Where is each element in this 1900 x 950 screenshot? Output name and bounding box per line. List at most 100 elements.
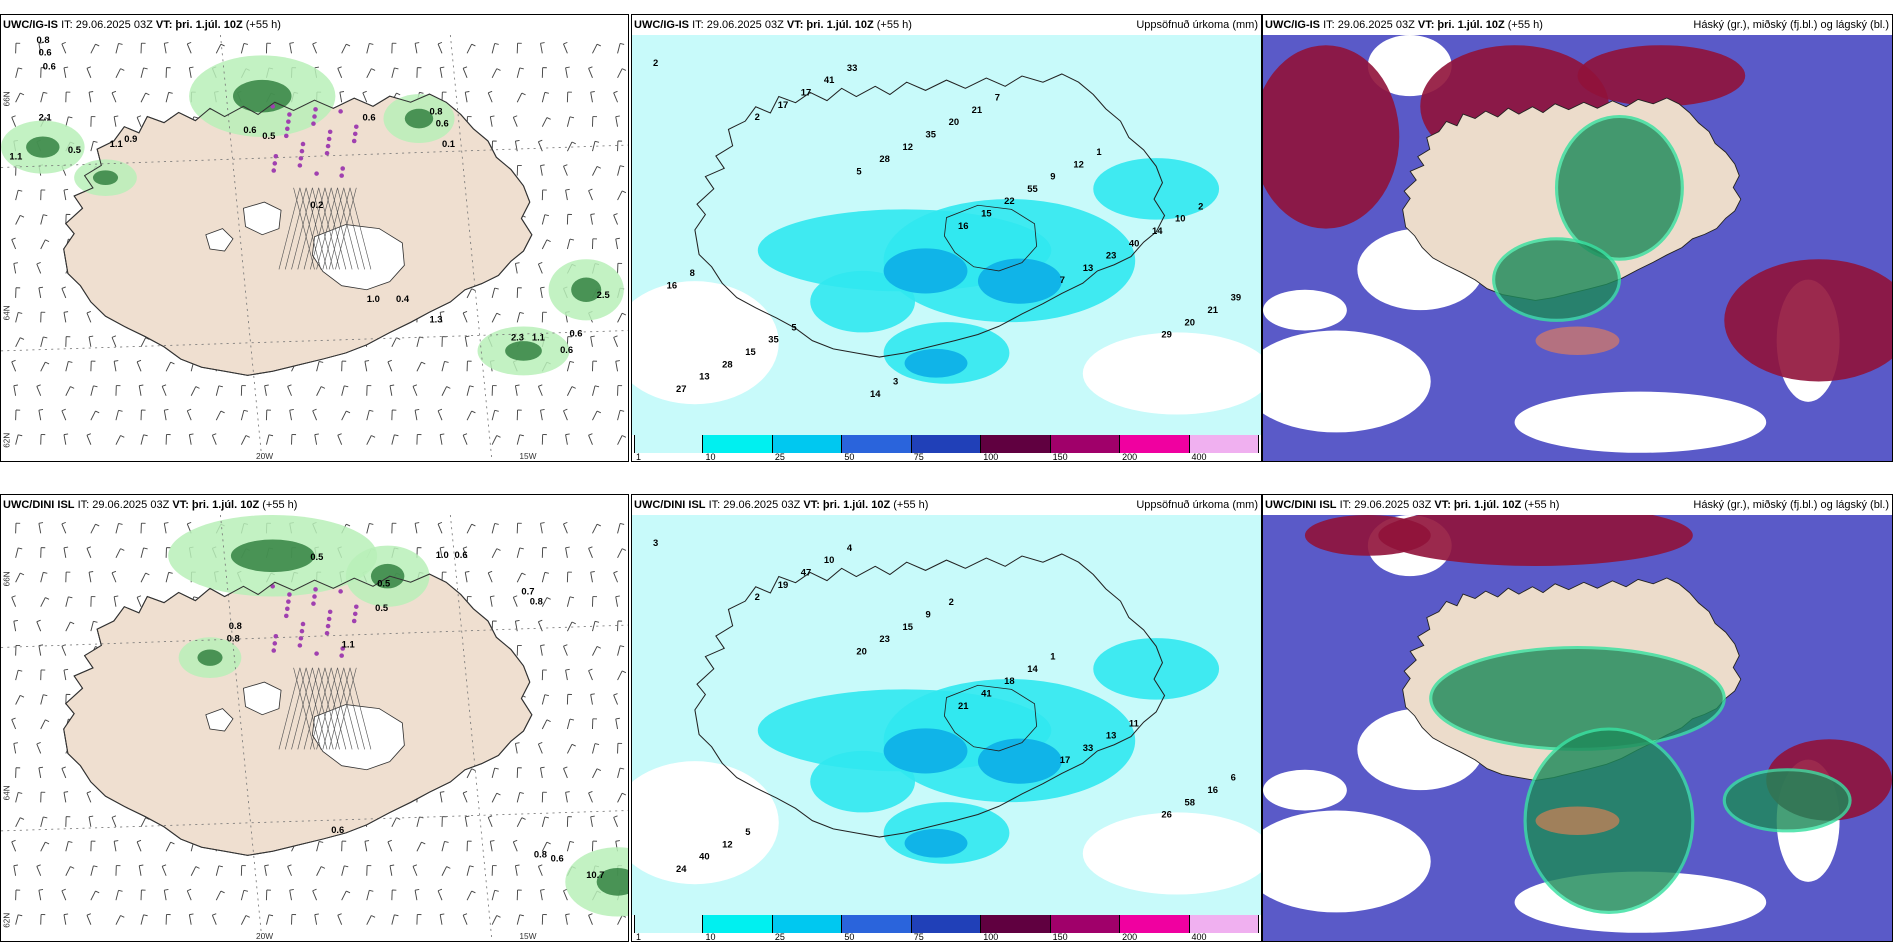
value-label: 14 xyxy=(870,389,881,399)
dry-area xyxy=(632,281,779,405)
value-label: 2 xyxy=(949,597,954,607)
product-title: Háský (gr.), miðský (fj.bl.) og lágský (… xyxy=(1693,499,1889,511)
colorbar-label: 200 xyxy=(1122,452,1138,462)
glacier xyxy=(205,708,234,732)
clear-sky xyxy=(1263,330,1431,433)
value-label: 13 xyxy=(1083,263,1094,273)
value-label: 0.5 xyxy=(375,603,388,613)
value-label: 35 xyxy=(926,130,937,140)
colorbar-swatch xyxy=(981,915,1051,933)
precip-25-50 xyxy=(883,248,968,294)
colorbar-swatch xyxy=(911,915,982,933)
map-area[interactable]: 3 2 20 21 17 26 24 19 23 41 33 58 40 47 15 18 13 16 12 10 9 1… xyxy=(632,515,1261,915)
colorbar-label: 50 xyxy=(844,452,855,462)
heavy-precip-core xyxy=(197,649,223,666)
dry-area xyxy=(1082,812,1261,895)
value-label: 35 xyxy=(768,335,779,345)
product-title: Háský (gr.), miðský (fj.bl.) og lágský (… xyxy=(1693,19,1889,31)
dry-area xyxy=(1082,332,1261,415)
value-label: 7 xyxy=(995,93,1000,103)
clear-sky xyxy=(1263,769,1347,811)
value-label: 0.8 xyxy=(429,107,442,117)
precip-10-25 xyxy=(1093,158,1220,220)
valid-time: þri. 1.júl. 10Z xyxy=(1437,19,1505,31)
map-area[interactable]: 0.5 1.0 0.6 0.5 0.5 1.1 0.8 0.8 0.7 0.8 0.6 0.8 10.7… xyxy=(1,515,628,941)
map-area[interactable] xyxy=(1263,515,1892,941)
value-label: 20 xyxy=(1184,317,1195,327)
map-panel-wind: UWC/DINI ISL IT: 29.06.2025 03Z VT: þri.… xyxy=(0,494,629,942)
value-label: 3 xyxy=(893,377,898,387)
svg-text:20W: 20W xyxy=(256,452,273,461)
colorbar-swatch xyxy=(772,915,843,933)
value-label: 3 xyxy=(653,538,658,548)
model-name: UWC/IG-IS xyxy=(1265,19,1320,31)
lead-time: (+55 h) xyxy=(245,19,281,31)
value-labels: 0.80.60.62.11.10.51.10.90.60.50.20.80.60… xyxy=(9,35,609,355)
value-label: 11 xyxy=(1129,718,1139,728)
colorbar-swatch xyxy=(842,435,912,453)
value-label: 28 xyxy=(879,154,890,164)
model-name: UWC/IG-IS xyxy=(634,19,689,31)
product-title: Uppsöfnuð úrkoma (mm) xyxy=(1136,19,1258,31)
heavy-precip-core xyxy=(571,277,602,302)
value-label: 1.0 xyxy=(436,550,449,560)
map-area[interactable]: 2 2 5 16 7 29 27 17 28 15 13 20 13 17 12 22 23 21 28 41 35 55… xyxy=(632,35,1261,435)
colorbar-label: 400 xyxy=(1191,452,1207,462)
colorbar-label: 10 xyxy=(705,452,716,462)
value-label: 29 xyxy=(1161,330,1172,340)
heavy-precip-core xyxy=(26,136,60,158)
value-labels: 3220211726241923413358404715181316121091… xyxy=(653,538,1236,874)
colorbar-swatch xyxy=(1050,915,1121,933)
high-cloud xyxy=(1577,45,1746,107)
dry-area xyxy=(632,761,779,885)
map-panel-precip: UWC/IG-IS IT: 29.06.2025 03Z VT: þri. 1.… xyxy=(631,14,1262,462)
colorbar-label: 200 xyxy=(1122,932,1138,942)
panel-header: UWC/DINI ISL IT: 29.06.2025 03Z VT: þri.… xyxy=(1,495,628,515)
value-label: 0.6 xyxy=(436,119,449,129)
colorbar-label: 25 xyxy=(774,452,785,462)
snow-markers xyxy=(270,584,359,658)
value-label: 0.8 xyxy=(229,621,242,631)
colorbar-label: 400 xyxy=(1191,932,1207,942)
value-label: 20 xyxy=(949,117,960,127)
value-label: 0.6 xyxy=(551,854,564,864)
value-label: 1.1 xyxy=(110,139,123,149)
colorbar-label: 10 xyxy=(705,932,716,942)
heavy-precip-core xyxy=(596,868,628,896)
glacier xyxy=(205,228,234,252)
map-area[interactable] xyxy=(1263,35,1892,461)
svg-text:20W: 20W xyxy=(256,932,273,941)
hatched-area xyxy=(278,667,372,750)
colorbar-label: 25 xyxy=(774,932,785,942)
model-name: UWC/DINI ISL xyxy=(634,499,706,511)
value-label: 40 xyxy=(1129,238,1140,248)
precip-25-50 xyxy=(977,738,1062,784)
value-label: 1.1 xyxy=(532,333,545,343)
mid-cloud xyxy=(1554,114,1684,261)
svg-text:15W: 15W xyxy=(519,452,536,461)
value-label: 1 xyxy=(1050,652,1055,662)
clear-sky xyxy=(1263,810,1431,913)
map-panel-wind: UWC/IG-IS IT: 29.06.2025 03Z VT: þri. 1.… xyxy=(0,14,629,462)
value-label: 21 xyxy=(1208,305,1219,315)
colorbar-swatch xyxy=(703,915,773,933)
colorbar-swatch xyxy=(703,435,773,453)
value-label: 9 xyxy=(926,610,931,620)
value-label: 16 xyxy=(1208,785,1219,795)
value-label: 2 xyxy=(653,58,658,68)
valid-label: VT: xyxy=(1434,499,1451,511)
value-label: 13 xyxy=(1106,731,1117,741)
value-label: 0.6 xyxy=(243,125,256,135)
precip-25-50 xyxy=(904,828,968,858)
panel-header: UWC/DINI ISL IT: 29.06.2025 03Z VT: þri.… xyxy=(1263,495,1892,515)
value-label: 10.7 xyxy=(586,870,604,880)
value-label: 1.1 xyxy=(9,151,22,161)
colorbar-label: 75 xyxy=(913,932,924,942)
value-label: 28 xyxy=(722,359,733,369)
map-area[interactable]: 0.8 0.6 0.6 2.1 1.1 0.5 1.1 0.9 0.6 0.5 0.2 0.8 0.6 0… xyxy=(1,35,628,461)
value-label: 55 xyxy=(1027,184,1038,194)
value-label: 14 xyxy=(1152,226,1163,236)
value-label: 26 xyxy=(1161,810,1172,820)
value-label: 5 xyxy=(745,827,750,837)
value-label: 0.8 xyxy=(534,850,547,860)
